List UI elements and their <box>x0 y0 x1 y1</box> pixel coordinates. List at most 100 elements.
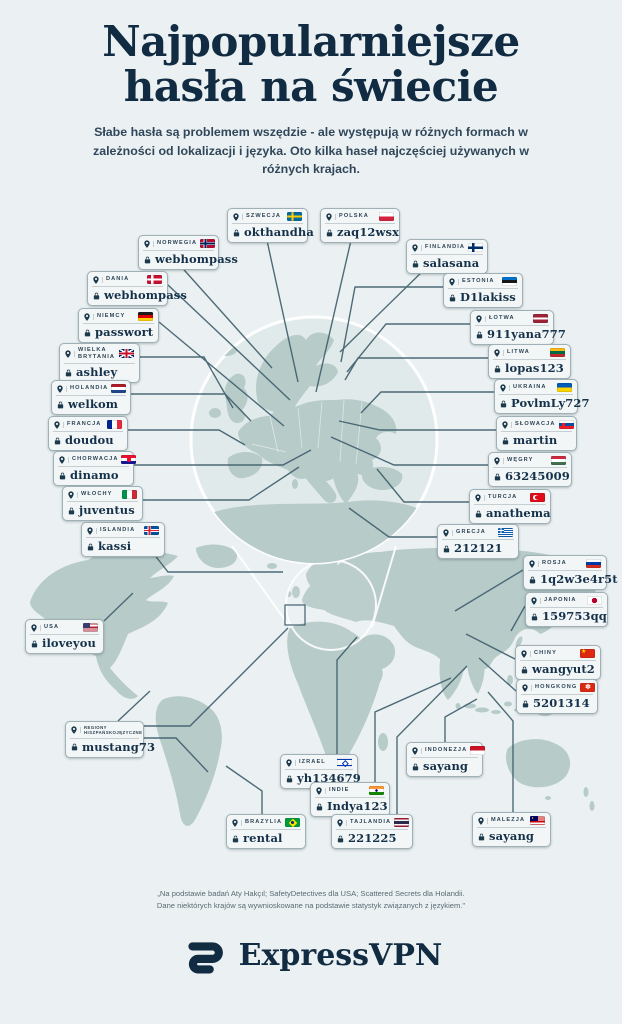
thailand-flag-icon <box>394 818 410 827</box>
password-text: passwort <box>95 325 154 339</box>
password-text: martin <box>513 433 558 447</box>
lock-icon <box>65 369 72 377</box>
country-card-lotwa: Łotwa 911yana777 <box>470 310 566 346</box>
country-name: Finlandia <box>425 244 466 250</box>
country-card-islandia: Islandia kassi <box>81 522 165 558</box>
password-text: dinamo <box>70 468 119 482</box>
finland-flag-icon <box>468 243 484 252</box>
location-pin-icon <box>443 529 449 537</box>
password-text: sayang <box>489 829 535 843</box>
israel-flag-icon <box>337 758 352 767</box>
password-text: anathema <box>486 506 551 520</box>
lock-icon <box>521 666 528 674</box>
location-pin-icon <box>521 650 527 658</box>
location-pin-icon <box>494 457 500 465</box>
location-pin-icon <box>500 384 506 392</box>
password-text: yh134679 <box>297 771 361 785</box>
password-text: 221225 <box>348 831 397 845</box>
country-name: Indonezja <box>425 747 468 753</box>
password-text: mustang73 <box>82 739 156 754</box>
page-subtitle: Słabe hasła są problemem wszędzie - ale … <box>93 125 529 177</box>
country-name: Słowacja <box>515 421 556 427</box>
lock-icon <box>93 292 100 300</box>
password-text: kassi <box>98 539 132 553</box>
country-card-japonia: Japonia 159753qq <box>525 592 608 628</box>
croatia-flag-icon <box>121 455 137 464</box>
country-name: Estonia <box>462 278 495 284</box>
country-name: Litwa <box>507 349 530 355</box>
location-pin-icon <box>449 278 455 286</box>
password-text: PovlmLy727 <box>511 396 590 410</box>
location-pin-icon <box>59 456 65 464</box>
password-text: welkom <box>68 397 118 411</box>
lock-icon <box>326 229 333 237</box>
malaysia-flag-icon <box>530 816 545 825</box>
usa-flag-icon <box>83 623 98 632</box>
expressvpn-mark-icon <box>188 942 223 974</box>
country-name: Chorwacja <box>72 456 119 462</box>
password-text: lopas123 <box>505 361 564 375</box>
country-card-chorwacja: Chorwacja dinamo <box>53 451 137 487</box>
password-text: 63245009 <box>505 469 570 483</box>
country-name: Francja <box>67 421 102 427</box>
country-name: Wielka Brytania <box>78 347 116 360</box>
country-card-chiny: Chiny wangyut2 <box>515 645 601 681</box>
country-name: Włochy <box>81 491 113 497</box>
expressvpn-logo: ExpressVPN <box>0 936 622 976</box>
country-name: Islandia <box>100 527 136 533</box>
lithuania-flag-icon <box>550 348 565 357</box>
country-card-rosja: Rosja 1q2w3e4r5t <box>523 555 618 591</box>
country-name: Holandia <box>70 385 109 391</box>
password-text: webhompass <box>155 252 238 266</box>
location-pin-icon <box>232 819 238 827</box>
lock-icon <box>31 640 38 648</box>
lock-icon <box>529 576 536 584</box>
spain-highlight-box <box>284 604 306 626</box>
lock-icon <box>531 613 538 621</box>
country-card-francja: Francja doudou <box>48 416 128 452</box>
country-name: Węgry <box>507 457 534 463</box>
country-card-indonezja: Indonezja sayang <box>406 742 486 778</box>
lock-icon <box>443 545 450 553</box>
indonesia-flag-icon <box>470 746 486 755</box>
password-text: iloveyou <box>42 636 96 650</box>
location-pin-icon <box>286 759 292 767</box>
password-text: Indya123 <box>327 799 388 813</box>
country-card-szwecja: Szwecja okthandha <box>227 208 314 244</box>
lock-icon <box>232 835 239 843</box>
country-name: Dania <box>106 276 130 282</box>
connector-lines <box>103 235 526 814</box>
latvia-flag-icon <box>533 314 548 323</box>
country-card-regiony-hiszpanskojezyczne: Regiony hiszpańskojęzyczne mustang73 <box>65 721 155 758</box>
lock-icon <box>286 775 293 783</box>
location-pin-icon <box>494 349 500 357</box>
denmark-flag-icon <box>147 275 162 284</box>
location-pin-icon <box>478 817 484 825</box>
location-pin-icon <box>71 726 77 734</box>
country-name: Ukraina <box>513 384 547 390</box>
location-pin-icon <box>31 624 37 632</box>
location-pin-icon <box>531 597 537 605</box>
lock-icon <box>478 833 485 841</box>
lock-icon <box>68 507 75 515</box>
country-name: Hongkong <box>535 684 578 690</box>
europe-lens <box>189 315 439 565</box>
location-pin-icon <box>337 819 343 827</box>
password-text: sayang <box>423 759 469 773</box>
netherlands-flag-icon <box>111 384 127 393</box>
location-pin-icon <box>84 313 90 321</box>
country-name: Polska <box>339 213 369 219</box>
country-name: Indie <box>329 787 350 793</box>
lock-icon <box>502 437 509 445</box>
location-pin-icon <box>54 421 60 429</box>
lock-icon <box>476 331 483 339</box>
lock-icon <box>412 260 419 268</box>
lock-icon <box>144 256 151 264</box>
country-name: Izrael <box>299 759 326 765</box>
country-name: Brazylia <box>245 819 283 825</box>
location-pin-icon <box>475 494 481 502</box>
country-card-brazylia: Brazylia rental <box>226 814 306 850</box>
lock-icon <box>494 473 501 481</box>
